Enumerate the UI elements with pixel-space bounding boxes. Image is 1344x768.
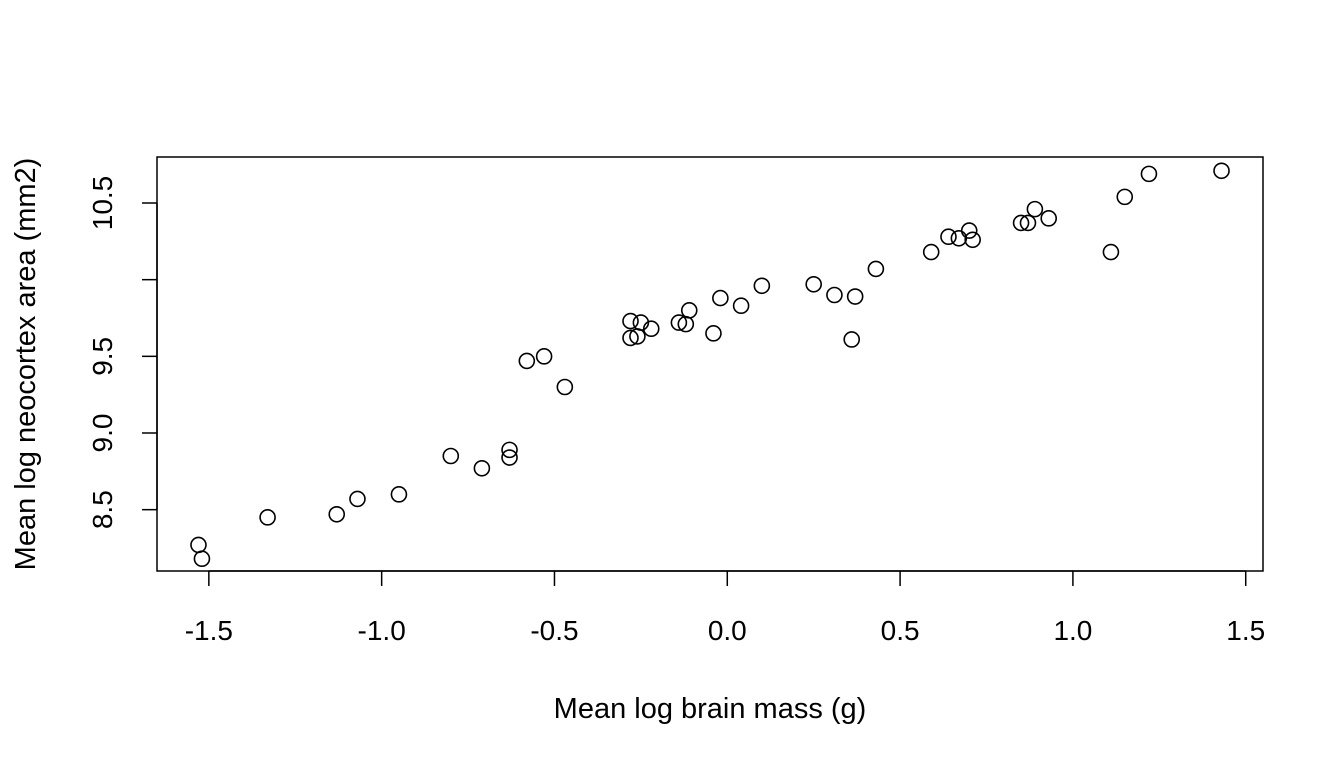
data-point	[328, 505, 346, 523]
x-tick-label: 1.0	[1053, 615, 1092, 646]
data-point	[622, 312, 639, 330]
y-tick-label: 9.0	[87, 414, 118, 453]
x-tick-label: 0.5	[881, 615, 920, 646]
data-point	[846, 288, 864, 305]
data-point	[705, 325, 722, 342]
data-point	[732, 297, 750, 315]
data-point	[259, 509, 276, 526]
y-tick-label: 9.5	[87, 337, 118, 376]
data-point	[680, 302, 698, 319]
data-point	[1140, 165, 1158, 183]
x-tick-label: -1.5	[185, 615, 233, 646]
data-point	[193, 550, 211, 568]
x-tick-label: -0.5	[530, 615, 578, 646]
data-point	[922, 243, 940, 261]
data-point	[442, 447, 460, 465]
x-axis-title: Mean log brain mass (g)	[554, 693, 867, 725]
data-point	[1019, 214, 1037, 232]
data-point	[349, 490, 366, 508]
data-point	[964, 231, 981, 249]
data-point	[753, 277, 771, 295]
data-points	[190, 162, 1230, 568]
data-point	[843, 331, 861, 348]
data-point	[642, 320, 660, 338]
data-point	[1012, 214, 1030, 232]
y-tick-label: 10.5	[87, 176, 118, 231]
data-point	[670, 314, 688, 331]
y-axis: 8.5 9.0 9.5 10.5	[87, 176, 158, 529]
data-point	[518, 352, 536, 370]
data-point	[1040, 210, 1058, 227]
data-point	[1116, 188, 1134, 206]
x-tick-label: 0.0	[708, 615, 747, 646]
data-point	[960, 222, 978, 239]
x-tick-label: -1.0	[358, 615, 406, 646]
data-point	[1102, 243, 1120, 261]
data-point	[390, 486, 408, 503]
data-point	[535, 348, 553, 365]
data-point	[867, 260, 885, 278]
y-tick-label: 8.5	[87, 490, 118, 529]
data-point	[622, 329, 639, 347]
data-point	[1213, 162, 1230, 180]
data-point	[940, 228, 957, 246]
data-point	[1026, 200, 1044, 218]
data-point	[501, 449, 518, 466]
data-point	[473, 459, 491, 477]
x-axis: -1.5 -1.0 -0.5 0.0 0.5 1.0 1.5	[185, 570, 1265, 646]
plot-area-frame	[156, 156, 1264, 572]
data-point	[805, 275, 822, 293]
data-point	[190, 536, 207, 554]
data-point	[501, 441, 518, 459]
x-tick-label: 1.5	[1226, 615, 1265, 646]
data-point	[826, 286, 843, 304]
data-point	[556, 378, 574, 396]
data-point	[950, 229, 968, 247]
data-point	[712, 289, 729, 307]
y-axis-title: Mean log neocortex area (mm2)	[10, 158, 42, 571]
